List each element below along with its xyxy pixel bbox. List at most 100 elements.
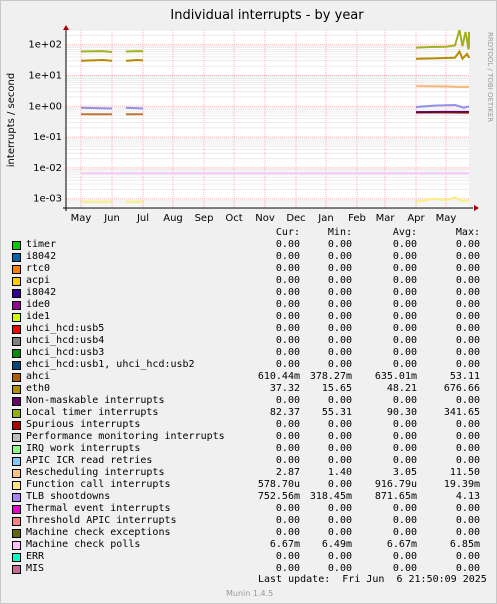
legend-row: ehci_hcd:usb1, uhci_hcd:usb2 0.00 0.00 0.00…: [12, 359, 492, 371]
legend-swatch: [12, 349, 21, 358]
x-tick-label: Jun: [103, 213, 120, 224]
legend-swatch: [12, 277, 21, 286]
legend-cur-value: 0.00: [275, 287, 300, 298]
legend-cur-value: 0.00: [275, 455, 300, 466]
legend-cur-value: 2.87: [275, 467, 300, 478]
legend-max-value: 0.00: [455, 287, 480, 298]
header-cur: Cur:: [275, 227, 300, 238]
legend-min-value: 0.00: [327, 479, 352, 490]
legend-cur-value: 0.00: [275, 359, 300, 370]
legend-series-name: eth0: [26, 383, 51, 394]
legend-min-value: 0.00: [327, 275, 352, 286]
legend-min-value: 0.00: [327, 323, 352, 334]
legend-max-value: 0.00: [455, 299, 480, 310]
legend-row: uhci_hcd:usb3 0.00 0.00 0.00 0.00: [12, 347, 492, 359]
legend-swatch: [12, 241, 21, 250]
legend-series-name: Local timer interrupts: [26, 407, 159, 418]
legend-series-name: Machine check exceptions: [26, 527, 171, 538]
legend-row: TLB shootdowns 752.56m 318.45m 871.65m 4.13: [12, 491, 492, 503]
legend-swatch: [12, 529, 21, 538]
legend-series-name: IRQ work interrupts: [26, 443, 141, 454]
legend-max-value: 0.00: [455, 419, 480, 430]
legend-max-value: 0.00: [455, 275, 480, 286]
legend-avg-value: 0.00: [392, 299, 417, 310]
series-line: [415, 49, 470, 61]
legend-row: uhci_hcd:usb4 0.00 0.00 0.00 0.00: [12, 335, 492, 347]
legend-min-value: 0.00: [327, 563, 352, 574]
legend-cur-value: 0.00: [275, 515, 300, 526]
legend-max-value: 19.39m: [443, 479, 480, 490]
y-tick-label: 1e+00: [28, 101, 62, 112]
y-tick-label: 1e+02: [28, 40, 62, 51]
legend-swatch: [12, 505, 21, 514]
legend-cur-value: 610.44m: [257, 371, 300, 382]
legend-series-name: ahci: [26, 371, 51, 382]
legend-series-name: ide1: [26, 311, 51, 322]
legend-max-value: 53.11: [449, 371, 480, 382]
legend-cur-value: 0.00: [275, 323, 300, 334]
x-axis-arrow: [474, 205, 479, 211]
legend-avg-value: 0.00: [392, 431, 417, 442]
legend-cur-value: 82.37: [269, 407, 300, 418]
y-tick-label: 1e-01: [33, 132, 62, 143]
legend-min-value: 0.00: [327, 515, 352, 526]
legend-min-value: 0.00: [327, 551, 352, 562]
y-axis-arrow: [63, 25, 69, 30]
legend-max-value: 6.85m: [449, 539, 480, 550]
legend-swatch: [12, 445, 21, 454]
legend-swatch: [12, 433, 21, 442]
legend-series-name: i8042: [26, 287, 57, 298]
legend-max-value: 0.00: [455, 455, 480, 466]
legend-series-name: Thermal event interrupts: [26, 503, 171, 514]
legend-swatch: [12, 373, 21, 382]
legend-min-value: 0.00: [327, 251, 352, 262]
legend-swatch: [12, 481, 21, 490]
legend-cur-value: 6.67m: [269, 539, 300, 550]
y-tick-label: 1e+01: [28, 71, 62, 82]
legend-avg-value: 0.00: [392, 503, 417, 514]
legend-row: eth0 37.32 15.65 48.21 676.66: [12, 383, 492, 395]
legend-series-name: ERR: [26, 551, 45, 562]
legend-swatch: [12, 301, 21, 310]
legend-row: i8042 0.00 0.00 0.00 0.00: [12, 251, 492, 263]
legend-max-value: 0.00: [455, 527, 480, 538]
legend-series-name: rtc0: [26, 263, 51, 274]
legend-avg-value: 0.00: [392, 287, 417, 298]
legend-swatch: [12, 457, 21, 466]
legend-series-name: uhci_hcd:usb5: [26, 323, 105, 334]
legend-row: Function call interrupts 578.70u 0.00 916.7…: [12, 479, 492, 491]
series-line: [125, 106, 144, 110]
legend-min-value: 0.00: [327, 527, 352, 538]
series-line: [80, 58, 113, 62]
legend-series-name: acpi: [26, 275, 51, 286]
legend-min-value: 55.31: [321, 407, 352, 418]
legend-series-name: Rescheduling interrupts: [26, 467, 165, 478]
legend-swatch: [12, 313, 21, 322]
legend-row: IRQ work interrupts 0.00 0.00 0.00 0.00: [12, 443, 492, 455]
legend-swatch: [12, 265, 21, 274]
legend-cur-value: 0.00: [275, 335, 300, 346]
legend-cur-value: 0.00: [275, 431, 300, 442]
series-line: [125, 58, 144, 62]
legend-series-name: uhci_hcd:usb4: [26, 335, 105, 346]
legend-avg-value: 48.21: [386, 383, 417, 394]
legend-row: ide0 0.00 0.00 0.00 0.00: [12, 299, 492, 311]
munin-version: Munin 1.4.5: [226, 589, 274, 598]
x-tick-label: May: [436, 213, 457, 224]
legend-row: Rescheduling interrupts 2.87 1.40 3.05 11.50: [12, 467, 492, 479]
legend-cur-value: 0.00: [275, 443, 300, 454]
legend-swatch: [12, 409, 21, 418]
legend-max-value: 0.00: [455, 239, 480, 250]
legend-series-name: MIS: [26, 563, 45, 574]
legend-min-value: 0.00: [327, 455, 352, 466]
legend-min-value: 0.00: [327, 419, 352, 430]
legend-series-name: uhci_hcd:usb3: [26, 347, 105, 358]
legend-swatch: [12, 517, 21, 526]
legend-swatch: [12, 289, 21, 298]
legend-max-value: 0.00: [455, 347, 480, 358]
legend-cur-value: 0.00: [275, 299, 300, 310]
legend-max-value: 0.00: [455, 395, 480, 406]
y-tick-label: 1e-03: [33, 194, 62, 205]
legend-min-value: 0.00: [327, 395, 352, 406]
series-line: [415, 104, 470, 109]
